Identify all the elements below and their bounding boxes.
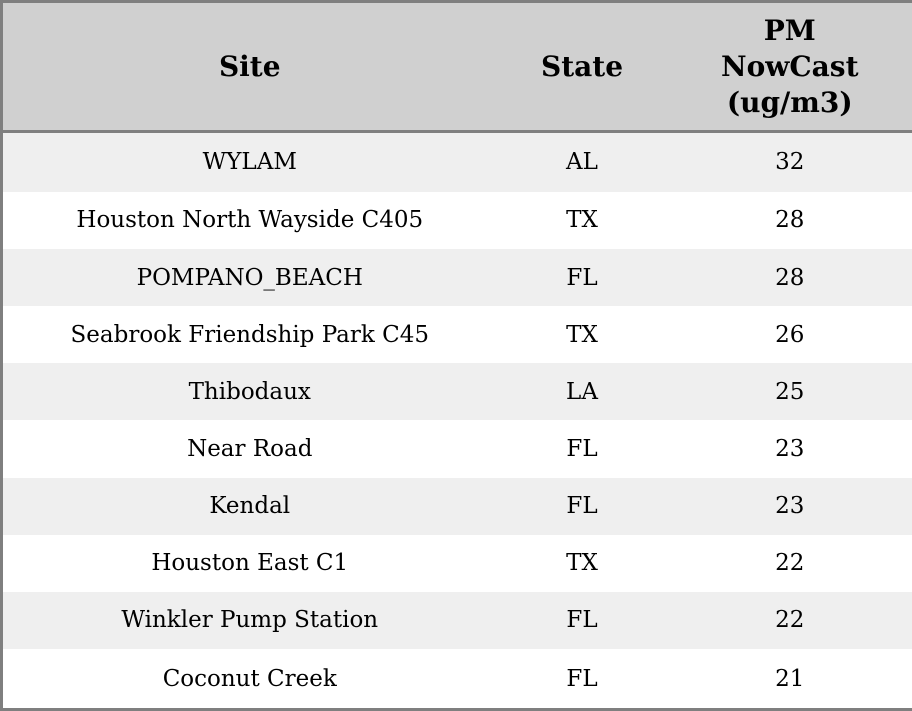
value-cell: 28 [775,207,805,234]
table-row: Thibodaux LA 25 [1,363,912,421]
site-cell: Houston East C1 [151,550,349,577]
table-row: Coconut Creek FL 21 [1,649,912,710]
site-cell: Houston North Wayside C405 [76,207,424,234]
site-cell: Seabrook Friendship Park C45 [70,321,429,348]
table-row: Kendal FL 23 [1,477,912,535]
state-cell: TX [566,321,598,348]
value-cell: 21 [775,665,805,692]
value-cell: 26 [775,321,805,348]
state-cell: FL [566,493,598,520]
site-cell: Thibodaux [188,378,311,405]
table-header: Site State PM NowCast (ug/m3) [1,1,912,133]
value-cell: 23 [775,493,805,520]
site-cell: Kendal [209,493,291,520]
table-row: Houston East C1 TX 22 [1,534,912,592]
state-cell: FL [566,607,598,634]
value-cell: 25 [775,378,805,405]
table-row: WYLAM AL 32 [1,131,912,192]
col-header-pm-nowcast-label: PM NowCast (ug/m3) [721,13,859,119]
site-cell: POMPANO_BEACH [136,264,363,291]
header-row: Site State PM NowCast (ug/m3) [1,1,912,133]
state-cell: LA [566,378,598,405]
state-cell: FL [566,436,598,463]
state-cell: TX [566,207,598,234]
table-row: Winkler Pump Station FL 22 [1,591,912,650]
state-cell: TX [566,550,598,577]
value-cell: 23 [775,436,805,463]
site-cell: Winkler Pump Station [121,607,379,634]
col-header-state: State [496,1,668,133]
value-cell: 22 [775,607,805,634]
table-row: POMPANO_BEACH FL 28 [1,249,912,307]
state-cell: FL [566,264,598,291]
table-row: Seabrook Friendship Park C45 TX 26 [1,306,912,364]
col-header-site: Site [1,1,497,133]
value-cell: 22 [775,550,805,577]
value-cell: 28 [775,264,805,291]
site-cell: WYLAM [202,149,297,176]
table-row: Near Road FL 23 [1,420,912,478]
value-cell: 32 [775,149,805,176]
table-row: Houston North Wayside C405 TX 28 [1,191,912,250]
col-header-pm-nowcast: PM NowCast (ug/m3) [667,1,912,133]
table-body: WYLAM AL 32 Houston North Wayside C405 T… [1,131,912,710]
state-cell: AL [566,149,598,176]
site-cell: Near Road [187,436,313,463]
state-cell: FL [566,665,598,692]
site-cell: Coconut Creek [162,665,337,692]
